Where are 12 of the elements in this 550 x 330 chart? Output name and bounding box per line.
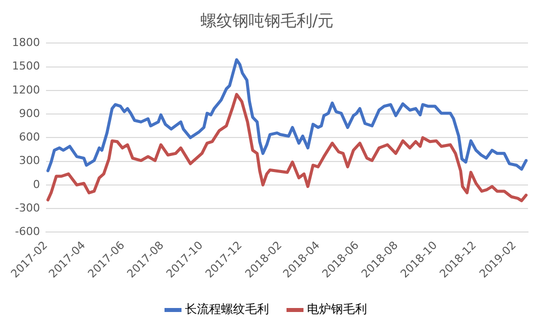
y-tick-label: -600 [15, 225, 40, 238]
y-tick-label: 0 [32, 178, 40, 191]
y-tick-label: 600 [18, 130, 40, 144]
y-tick-label: 1200 [12, 83, 40, 96]
y-tick-label: -300 [15, 201, 40, 214]
chart-title: 螺纹钢吨钢毛利/元 [200, 10, 334, 30]
y-tick-label: 900 [18, 106, 40, 120]
legend-label: 长流程螺纹毛利 [185, 302, 269, 316]
y-tick-label: 1800 [12, 36, 40, 50]
y-tick-label: 300 [18, 154, 40, 168]
legend-label: 电炉钢毛利 [307, 302, 367, 316]
y-tick-label: 1500 [12, 60, 40, 73]
